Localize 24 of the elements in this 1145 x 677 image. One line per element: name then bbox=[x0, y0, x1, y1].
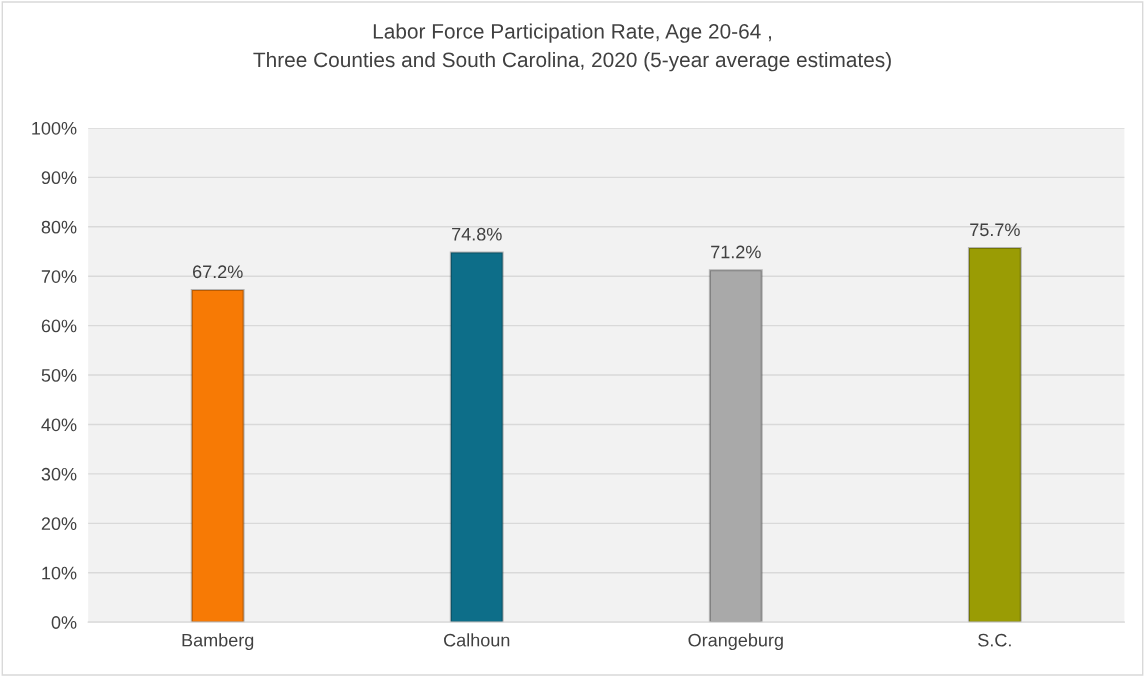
bar bbox=[190, 289, 245, 623]
bar bbox=[967, 247, 1022, 623]
x-tick-label: Bamberg bbox=[182, 633, 254, 651]
data-label: 71.2% bbox=[711, 245, 761, 259]
bar bbox=[449, 251, 504, 623]
bar bbox=[708, 269, 763, 623]
data-label: 67.2% bbox=[193, 265, 243, 279]
x-tick-label: Orangeburg bbox=[688, 633, 783, 651]
y-tick-label: 0% bbox=[51, 616, 77, 629]
data-label: 75.7% bbox=[970, 223, 1020, 237]
x-tick-label: S.C. bbox=[978, 633, 1011, 647]
y-tick-label: 10% bbox=[42, 566, 77, 580]
y-tick-label: 40% bbox=[41, 418, 77, 432]
y-tick-label: 100% bbox=[32, 121, 77, 135]
x-tick-label: Calhoun bbox=[444, 633, 510, 647]
data-label: 74.8% bbox=[452, 227, 502, 241]
y-tick-label: 90% bbox=[41, 171, 77, 185]
y-tick-label: 30% bbox=[41, 467, 77, 481]
y-tick-label: 50% bbox=[41, 368, 77, 382]
y-tick-label: 20% bbox=[41, 517, 77, 531]
chart-title: Labor Force Participation Rate, Age 20-64 , Three Counties and South Carolina, 2020 (5-year average estimates) bbox=[253, 23, 891, 72]
y-tick-label: 80% bbox=[41, 220, 77, 234]
y-tick-label: 70% bbox=[41, 270, 77, 283]
y-tick-label: 60% bbox=[41, 319, 77, 333]
